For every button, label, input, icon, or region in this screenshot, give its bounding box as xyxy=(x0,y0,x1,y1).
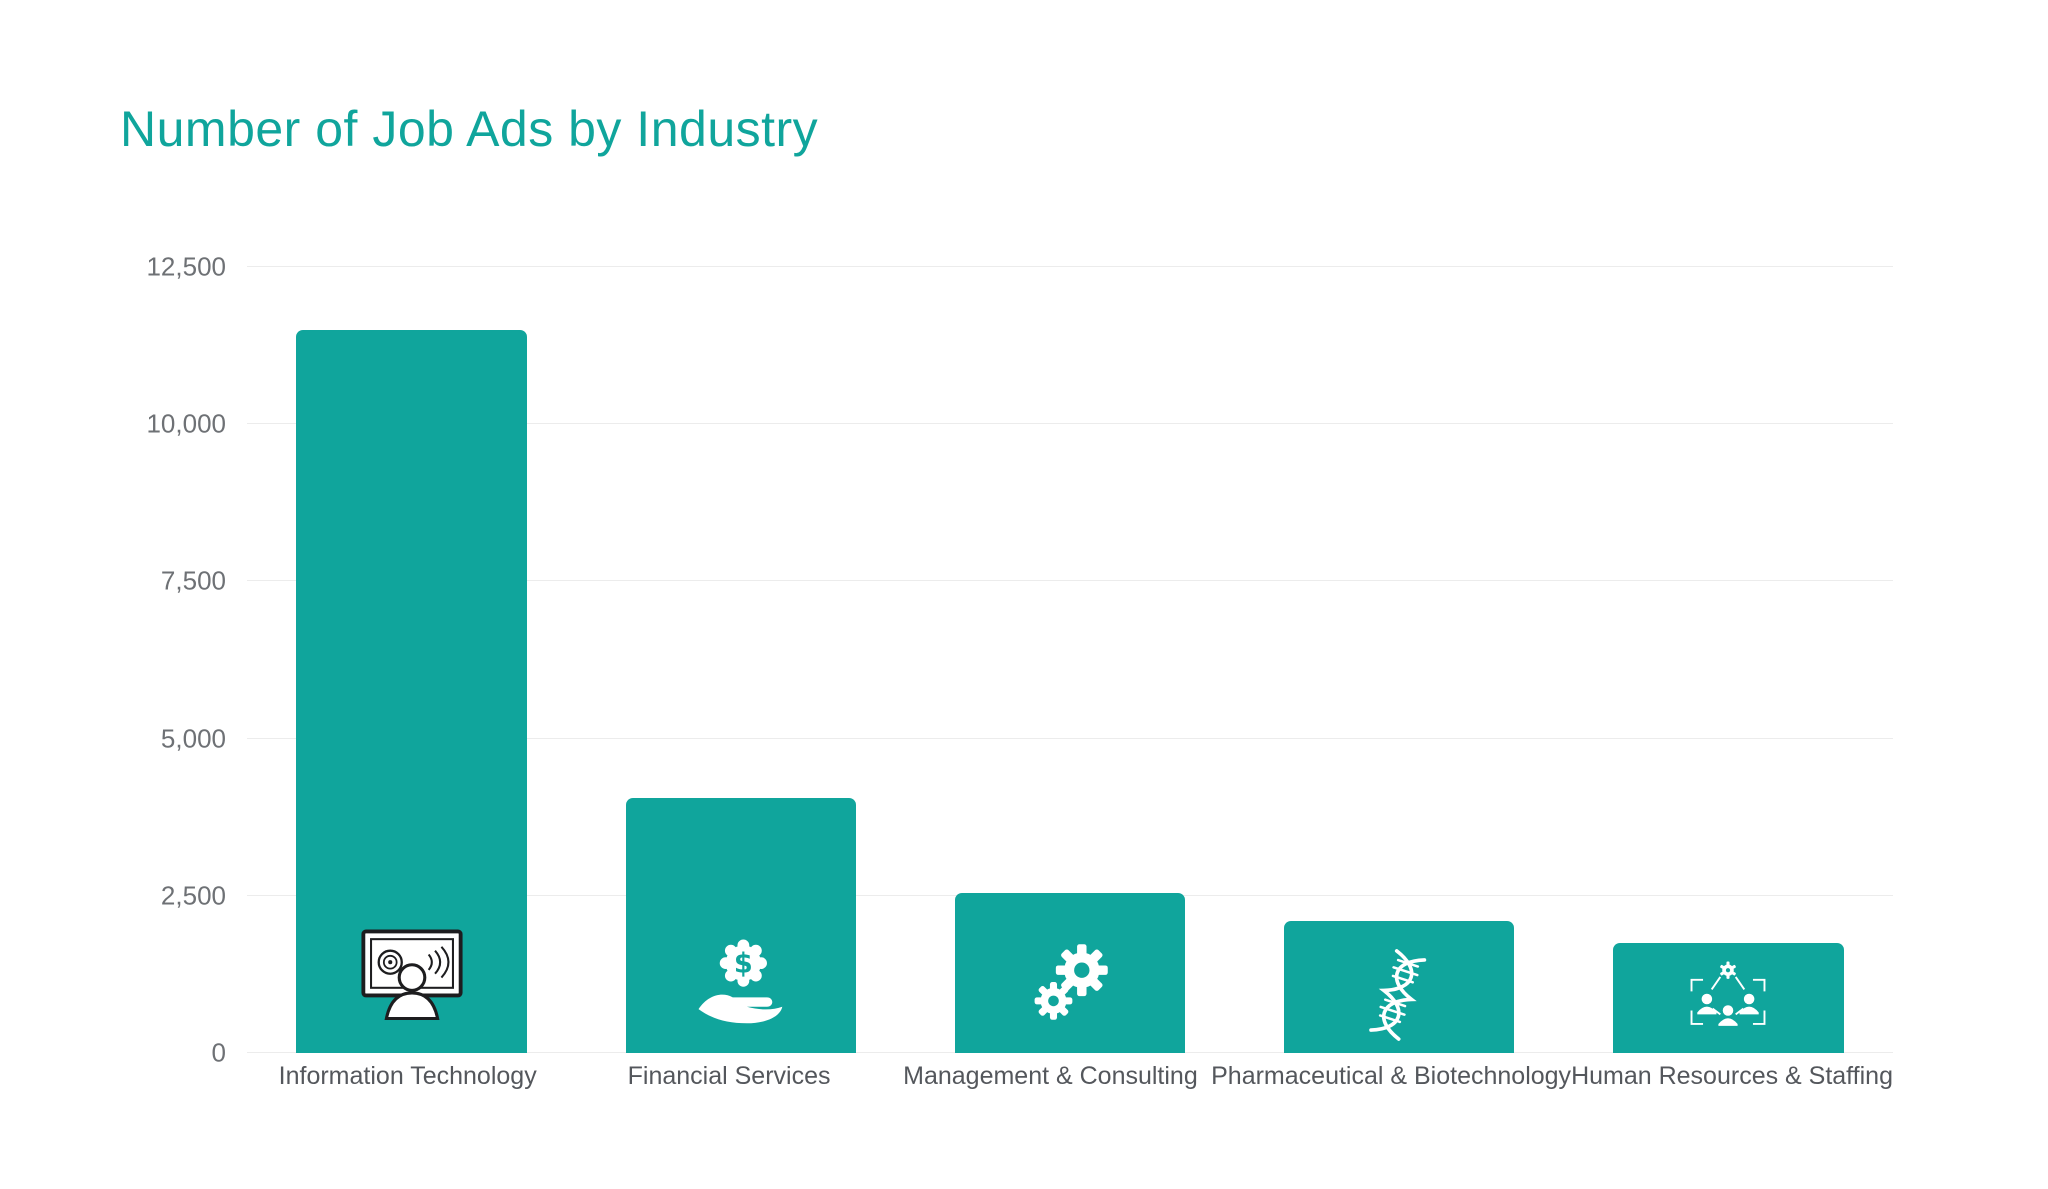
gears-icon xyxy=(1034,944,1108,1020)
chart-title: Number of Job Ads by Industry xyxy=(120,101,819,157)
y-tick-label: 10,000 xyxy=(146,408,226,439)
bar-pharmaceutical-biotechnology xyxy=(1283,920,1515,1053)
bar-human-resources-staffing xyxy=(1613,942,1844,1053)
bar-management-consulting xyxy=(954,892,1186,1053)
x-axis-labels: Information Technology Financial Service… xyxy=(247,1062,1893,1091)
bar-columns: $ xyxy=(247,267,1893,1053)
bar-chart: $ xyxy=(247,266,1893,1053)
y-tick-label: 7,500 xyxy=(160,565,226,596)
category-label-pharmaceutical-biotechnology: Pharmaceutical & Biotechnology xyxy=(1211,1062,1572,1090)
y-tick-label: 0 xyxy=(211,1037,226,1068)
y-axis: 0 2,500 5,000 7,500 10,000 12,500 xyxy=(0,252,226,1068)
bar-information-technology xyxy=(296,329,527,1053)
y-tick-label: 2,500 xyxy=(160,880,226,911)
bar-column-pharmaceutical-biotechnology xyxy=(1235,267,1564,1053)
bar-column-human-resources-staffing xyxy=(1564,267,1893,1053)
hand-dollar-icon: $ xyxy=(698,939,783,1024)
bar-column-management-consulting xyxy=(905,267,1234,1053)
category-label-financial-services: Financial Services xyxy=(627,1062,831,1090)
bar-financial-services: $ xyxy=(625,798,857,1053)
bar-column-financial-services: $ xyxy=(576,267,905,1053)
svg-text:$: $ xyxy=(734,949,753,980)
gridline xyxy=(247,266,1893,267)
gridline xyxy=(247,580,1893,582)
gridline xyxy=(247,737,1893,739)
category-label-information-technology: Information Technology xyxy=(278,1062,537,1090)
y-tick-label: 12,500 xyxy=(146,251,226,282)
gridline xyxy=(247,423,1893,425)
person-monitor-icon xyxy=(361,929,463,1021)
y-tick-label: 5,000 xyxy=(160,723,226,754)
category-label-management-consulting: Management & Consulting xyxy=(903,1062,1198,1090)
team-network-icon xyxy=(1690,961,1766,1026)
bar-column-information-technology xyxy=(247,267,576,1053)
category-label-human-resources-staffing: Human Resources & Staffing xyxy=(1571,1062,1893,1090)
dna-icon xyxy=(1369,949,1427,1041)
